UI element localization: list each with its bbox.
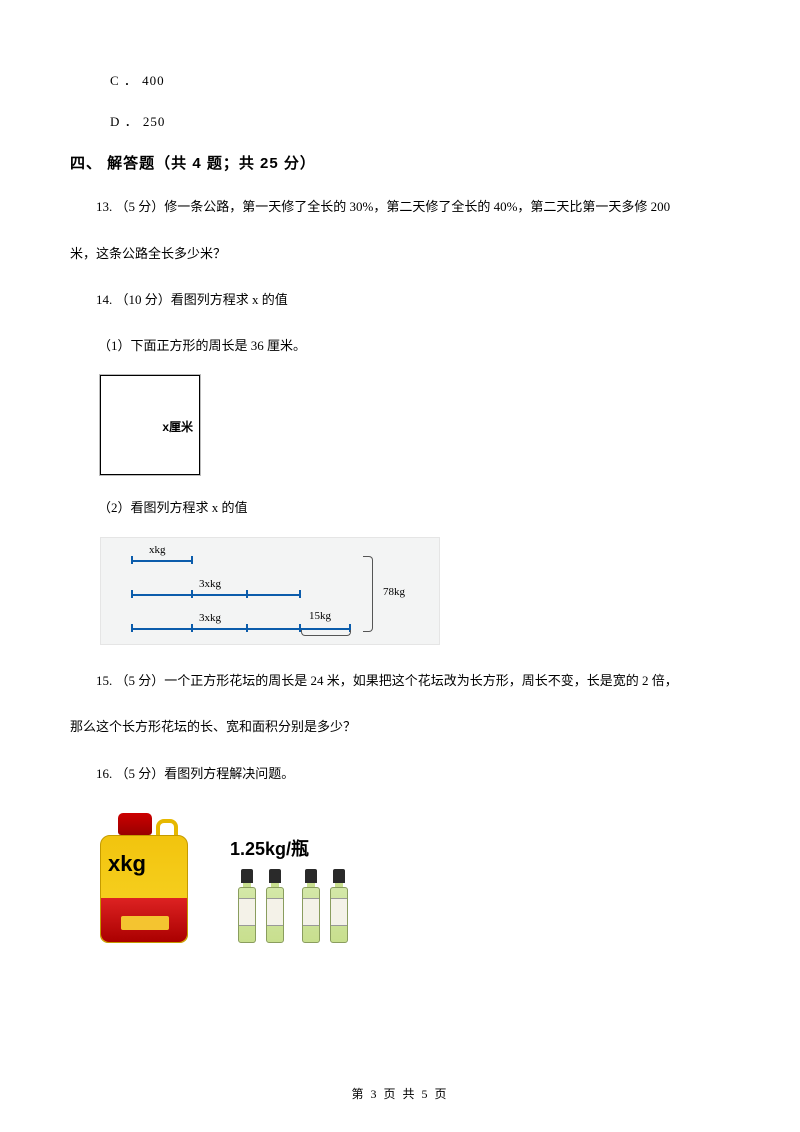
bar1-tick-l [131,556,133,564]
extra-bracket [301,630,351,636]
extra-label: 15kg [309,610,331,622]
option-d: D ． 250 [110,111,730,130]
big-bottle-xkg: xkg [108,851,146,877]
bar2-tick-r [299,590,301,598]
bar3-line [131,628,301,630]
option-c: C ． 400 [110,70,730,89]
question-16: 16. （5 分）看图列方程解决问题。 [70,760,730,789]
big-bottle-cap [118,813,152,835]
bar-diagram: xkg 3xkg 3xkg 15kg 78kg [100,537,440,645]
bar3-label: 3xkg [199,612,221,624]
bar2-label: 3xkg [199,578,221,590]
small-bottle-label-text: 1.25kg/瓶 [230,835,309,861]
question-14-sub1: （1）下面正方形的周长是 36 厘米。 [98,333,730,359]
bar2-tick-m2 [246,590,248,598]
bar3-tick-l [131,624,133,632]
total-label: 78kg [383,586,405,598]
big-oil-bottle: xkg [100,807,188,915]
small-bottle-2 [266,869,284,943]
bar3-tick-m1 [191,624,193,632]
bar2-tick-m1 [191,590,193,598]
big-bottle-label [101,898,187,942]
big-bottle-label-inner [121,916,169,930]
total-bracket [363,556,373,632]
question-13-cont: 米，这条公路全长多少米？ [70,240,730,269]
square-box: x厘米 [100,375,200,475]
square-figure: x厘米 [100,375,730,475]
oil-figure: xkg 1.25kg/瓶 [100,807,420,957]
bar1-label: xkg [149,544,166,556]
square-side-label: x厘米 [162,418,193,435]
bar1-tick-r [191,556,193,564]
bar2-tick-l [131,590,133,598]
section-header: 四、 解答题（共 4 题；共 25 分） [70,152,730,173]
question-13: 13. （5 分）修一条公路，第一天修了全长的 30%，第二天修了全长的 40%… [70,193,730,222]
page-footer: 第 3 页 共 5 页 [0,1085,800,1102]
small-bottle-3 [302,869,320,943]
small-bottle-4 [330,869,348,943]
question-15: 15. （5 分）一个正方形花坛的周长是 24 米，如果把这个花坛改为长方形，周… [70,667,730,696]
small-bottle-1 [238,869,256,943]
bar3-tick-m2 [246,624,248,632]
bar1-line [131,560,193,562]
bar2-line [131,594,301,596]
question-14-sub2: （2）看图列方程求 x 的值 [98,495,730,521]
question-14: 14. （10 分）看图列方程求 x 的值 [70,286,730,315]
question-15-cont: 那么这个长方形花坛的长、宽和面积分别是多少？ [70,713,730,742]
